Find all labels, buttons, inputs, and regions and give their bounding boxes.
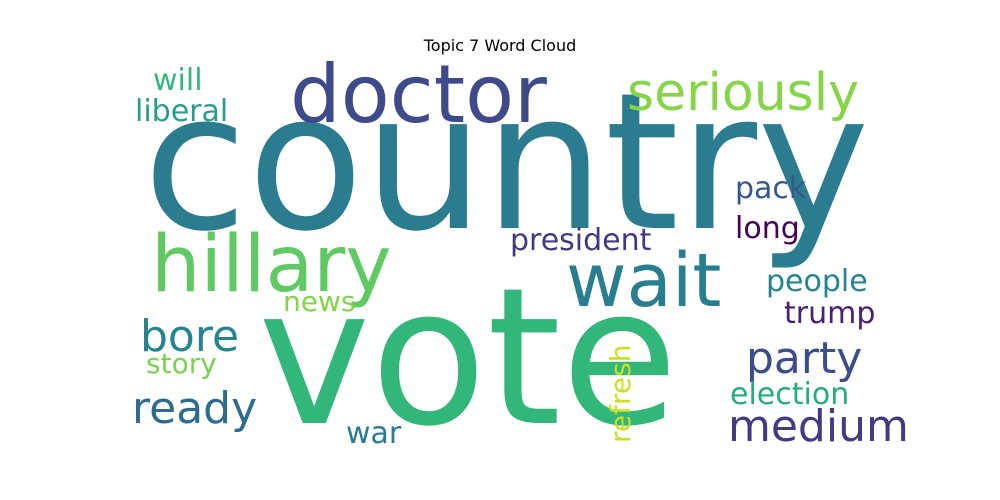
word-country: country xyxy=(143,52,870,273)
word-medium: medium xyxy=(728,401,909,452)
word-war: war xyxy=(346,416,402,451)
word-seriously: seriously xyxy=(627,63,859,123)
word-news: news xyxy=(283,285,355,318)
word-wait: wait xyxy=(566,238,721,324)
word-bore: bore xyxy=(140,311,239,362)
word-election: election xyxy=(730,377,849,412)
word-doctor: doctor xyxy=(290,48,547,141)
word-refresh: refresh xyxy=(604,345,637,443)
word-liberal: liberal xyxy=(135,94,228,129)
word-people: people xyxy=(766,264,868,299)
chart-title: Topic 7 Word Cloud xyxy=(423,36,577,55)
word-hillary: hillary xyxy=(151,220,391,310)
word-vote: vote xyxy=(258,247,678,468)
word-president: president xyxy=(510,223,652,258)
word-long: long xyxy=(735,211,800,246)
word-pack: pack xyxy=(735,171,807,206)
word-trump: trump xyxy=(784,296,875,331)
word-story: story xyxy=(146,347,217,380)
word-party: party xyxy=(746,333,862,384)
word-will: will xyxy=(153,63,203,98)
word-ready: ready xyxy=(132,383,257,434)
